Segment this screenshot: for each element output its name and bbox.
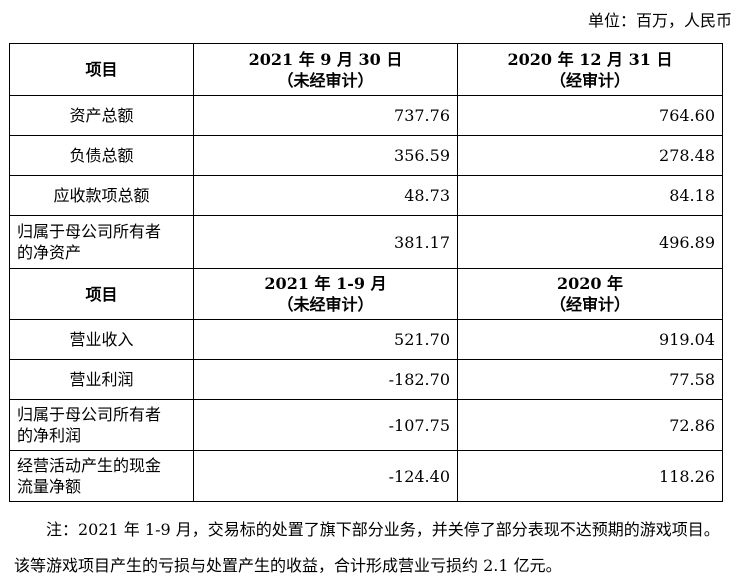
- header-date: 2021 年 9 月 30 日: [248, 49, 403, 69]
- row-label: 应收款项总额: [9, 175, 194, 216]
- value-2020: 764.60: [457, 95, 723, 136]
- table-row: 营业利润 -182.70 77.58: [9, 359, 723, 400]
- value-2020: 919.04: [457, 319, 723, 360]
- value-2020: 84.18: [457, 175, 723, 216]
- value-2021: 381.17: [193, 215, 458, 269]
- value-2021: -124.40: [193, 450, 458, 502]
- row-label: 负债总额: [9, 135, 194, 176]
- header-col-2020-dec: 2020 年 12 月 31 日 （经审计）: [457, 43, 723, 96]
- value-2021: -107.75: [193, 399, 458, 451]
- header-col-2021-period: 2021 年 1-9 月 （未经审计）: [193, 268, 458, 320]
- value-2020: 72.86: [457, 399, 723, 451]
- row-label: 营业利润: [9, 359, 194, 400]
- value-2021: 737.76: [193, 95, 458, 136]
- value-2021: 48.73: [193, 175, 458, 216]
- table-row: 资产总额 737.76 764.60: [9, 95, 723, 136]
- header-col-2021-sep: 2021 年 9 月 30 日 （未经审计）: [193, 43, 458, 96]
- table-row: 归属于母公司所有者 的净资产 381.17 496.89: [9, 215, 723, 269]
- row-label: 经营活动产生的现金 流量净额: [9, 450, 194, 502]
- footnote: 注：2021 年 1-9 月，交易标的处置了旗下部分业务，并关停了部分表现不达预…: [14, 520, 720, 575]
- header-date: 2020 年 12 月 31 日: [507, 49, 673, 69]
- row-label-line: 流量净额: [17, 477, 82, 496]
- row-label: 营业收入: [9, 319, 194, 360]
- row-label-line: 归属于母公司所有者: [17, 222, 162, 241]
- table-row: 归属于母公司所有者 的净利润 -107.75 72.86: [9, 399, 723, 451]
- value-2020: 278.48: [457, 135, 723, 176]
- header-audit-status: （经审计）: [549, 295, 630, 314]
- header-period: 2021 年 1-9 月: [264, 274, 387, 293]
- row-label-line: 归属于母公司所有者: [17, 405, 162, 424]
- table-row: 经营活动产生的现金 流量净额 -124.40 118.26: [9, 450, 723, 502]
- header-item: 项目: [9, 268, 194, 320]
- row-label-line: 的净资产: [17, 243, 82, 262]
- table-row: 应收款项总额 48.73 84.18: [9, 175, 723, 216]
- header-audit-status: （未经审计）: [277, 295, 374, 314]
- value-2020: 496.89: [457, 215, 723, 269]
- header-period: 2020 年: [556, 274, 624, 293]
- row-label: 归属于母公司所有者 的净利润: [9, 399, 194, 451]
- row-label-line: 经营活动产生的现金: [17, 456, 162, 475]
- table-row: 负债总额 356.59 278.48: [9, 135, 723, 176]
- value-2021: -182.70: [193, 359, 458, 400]
- header-item: 项目: [9, 43, 194, 96]
- row-label-line: 的净利润: [17, 426, 82, 445]
- balance-header-row: 项目 2021 年 9 月 30 日 （未经审计） 2020 年 12 月 31…: [9, 43, 723, 96]
- income-header-row: 项目 2021 年 1-9 月 （未经审计） 2020 年 （经审计）: [9, 268, 723, 320]
- value-2021: 356.59: [193, 135, 458, 176]
- header-audit-status: （未经审计）: [277, 70, 374, 90]
- row-label: 资产总额: [9, 95, 194, 136]
- unit-label: 单位：百万，人民币: [587, 11, 732, 30]
- value-2020: 118.26: [457, 450, 723, 502]
- row-label: 归属于母公司所有者 的净资产: [9, 215, 194, 269]
- header-audit-status: （经审计）: [549, 70, 630, 90]
- value-2020: 77.58: [457, 359, 723, 400]
- financial-table: 项目 2021 年 9 月 30 日 （未经审计） 2020 年 12 月 31…: [9, 43, 723, 502]
- table-row: 营业收入 521.70 919.04: [9, 319, 723, 360]
- header-col-2020-year: 2020 年 （经审计）: [457, 268, 723, 320]
- value-2021: 521.70: [193, 319, 458, 360]
